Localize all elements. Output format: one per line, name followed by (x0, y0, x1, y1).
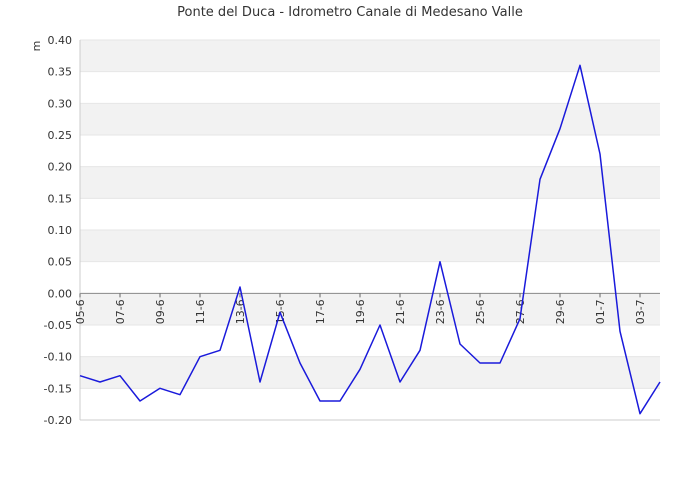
y-tick-label: 0.00 (48, 287, 73, 300)
chart-title: Ponte del Duca - Idrometro Canale di Med… (177, 5, 523, 20)
y-tick-label: 0.20 (48, 161, 73, 174)
y-tick-label: 0.40 (48, 34, 73, 47)
y-tick-label: 0.25 (48, 129, 73, 142)
x-tick-label: 29-6 (554, 299, 567, 324)
y-tick-label: 0.30 (48, 97, 73, 110)
y-axis-label: m (30, 41, 43, 52)
grid-lines (79, 39, 660, 421)
background-band (80, 166, 660, 199)
y-tick-label: -0.10 (44, 351, 72, 364)
x-tick-label: 17-6 (314, 299, 327, 324)
y-tick-label: -0.20 (44, 414, 72, 427)
y-tick-label: 0.05 (48, 256, 73, 269)
background-bands (80, 40, 660, 389)
x-tick-label: 09-6 (154, 299, 167, 324)
y-tick-label: -0.15 (44, 382, 72, 395)
y-tick-label: -0.05 (44, 319, 72, 332)
x-tick-label: 21-6 (394, 299, 407, 324)
x-tick-label: 23-6 (434, 299, 447, 324)
x-tick-label: 25-6 (474, 299, 487, 324)
series-group (79, 64, 661, 415)
x-tick-label: 19-6 (354, 299, 367, 324)
x-tick-label: 03-7 (634, 299, 647, 324)
background-band (80, 356, 660, 389)
background-band (80, 293, 660, 325)
y-axis-ticks: 0.40 0.35 0.30 0.25 0.20 0.15 0.10 0.05 0.00 -0.0… (44, 34, 72, 427)
y-tick-label: 0.10 (48, 224, 73, 237)
background-band (80, 40, 660, 72)
background-band (80, 230, 660, 262)
y-tick-label: 0.35 (48, 66, 73, 79)
background-band (80, 103, 660, 135)
series-line (79, 64, 661, 415)
y-tick-label: 0.15 (48, 192, 73, 205)
x-tick-label: 05-6 (74, 299, 87, 324)
x-tick-label: 07-6 (114, 299, 127, 324)
x-tick-label: 01-7 (594, 299, 607, 324)
x-tick-label: 11-6 (194, 299, 207, 324)
x-axis-ticks: 05-6 07-6 09-6 11-6 13-6 15-6 17-6 19-6 21-6 23-6… (74, 293, 647, 324)
